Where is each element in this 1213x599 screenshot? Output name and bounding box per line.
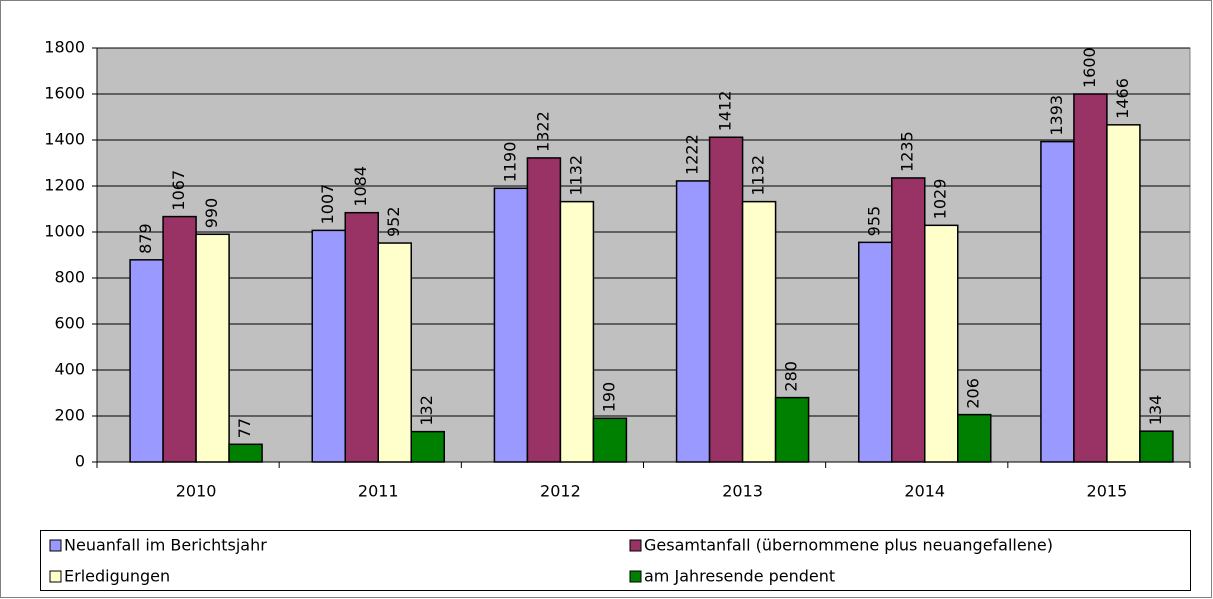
data-label: 134	[1146, 395, 1165, 426]
data-label: 77	[235, 418, 254, 438]
data-label: 132	[417, 395, 436, 426]
bar	[344, 211, 379, 463]
legend-swatch	[49, 539, 62, 552]
y-tick-label: 0	[75, 452, 85, 471]
y-tick-label: 600	[54, 314, 85, 333]
x-tick-label: 2015	[1087, 482, 1128, 501]
data-label: 1235	[898, 131, 917, 172]
legend-swatch	[629, 570, 642, 583]
y-tick-label: 200	[54, 406, 85, 425]
y-tick-label: 1600	[44, 84, 85, 103]
bar	[858, 241, 893, 463]
legend-swatch	[49, 570, 62, 583]
bar	[708, 136, 744, 463]
y-tick-label: 1400	[44, 130, 85, 149]
bar	[957, 413, 992, 463]
bar	[1106, 124, 1141, 463]
legend-label: Neuanfall im Berichtsjahr	[64, 536, 267, 555]
data-label: 1084	[351, 166, 370, 207]
bar	[891, 177, 926, 463]
y-tick-label: 1200	[44, 176, 85, 195]
bar	[377, 242, 412, 463]
legend-box	[40, 530, 1191, 591]
bar	[741, 200, 777, 463]
bar	[924, 224, 959, 463]
x-tick-label: 2013	[722, 482, 763, 501]
data-label: 1029	[931, 179, 950, 220]
data-label: 206	[964, 378, 983, 409]
bar	[311, 229, 346, 463]
x-tick-label: 2014	[904, 482, 945, 501]
data-label: 1600	[1080, 47, 1099, 88]
data-label: 990	[202, 198, 221, 229]
legend-swatch	[629, 539, 642, 552]
legend-label: Erledigungen	[64, 567, 170, 586]
data-label: 280	[782, 361, 801, 392]
bar	[410, 430, 445, 463]
bar	[228, 443, 263, 463]
bar	[1139, 430, 1174, 463]
data-label: 1412	[716, 91, 735, 132]
data-label: 1132	[749, 155, 768, 196]
data-label: 1190	[500, 142, 519, 183]
y-tick-label: 1800	[44, 38, 85, 57]
x-tick-label: 2010	[176, 482, 217, 501]
bar	[774, 396, 810, 463]
legend-label: Gesamtanfall (übernommene plus neuangefa…	[644, 536, 1053, 555]
y-tick-label: 400	[54, 360, 85, 379]
legend-label: am Jahresende pendent	[644, 567, 835, 586]
y-tick-label: 800	[54, 268, 85, 287]
bar	[526, 157, 562, 463]
data-label: 952	[384, 206, 403, 237]
data-label: 879	[136, 223, 155, 254]
data-label: 1067	[169, 170, 188, 211]
bar	[1073, 93, 1108, 463]
x-tick-label: 2011	[358, 482, 399, 501]
data-label: 190	[599, 382, 618, 413]
y-tick-label: 1000	[44, 222, 85, 241]
data-label: 1222	[683, 134, 702, 175]
bar	[592, 417, 628, 463]
plot-area	[96, 47, 1191, 463]
data-label: 955	[865, 206, 884, 237]
data-label: 1393	[1047, 95, 1066, 136]
x-tick-label: 2012	[540, 482, 581, 501]
bar	[195, 233, 230, 463]
data-label: 1132	[566, 155, 585, 196]
bar	[559, 200, 595, 463]
bar	[129, 259, 164, 463]
bar	[493, 187, 529, 463]
data-label: 1466	[1113, 78, 1132, 119]
bar	[162, 215, 197, 463]
data-label: 1322	[533, 111, 552, 152]
bar	[1040, 140, 1075, 463]
bar	[675, 180, 711, 463]
data-label: 1007	[318, 184, 337, 225]
